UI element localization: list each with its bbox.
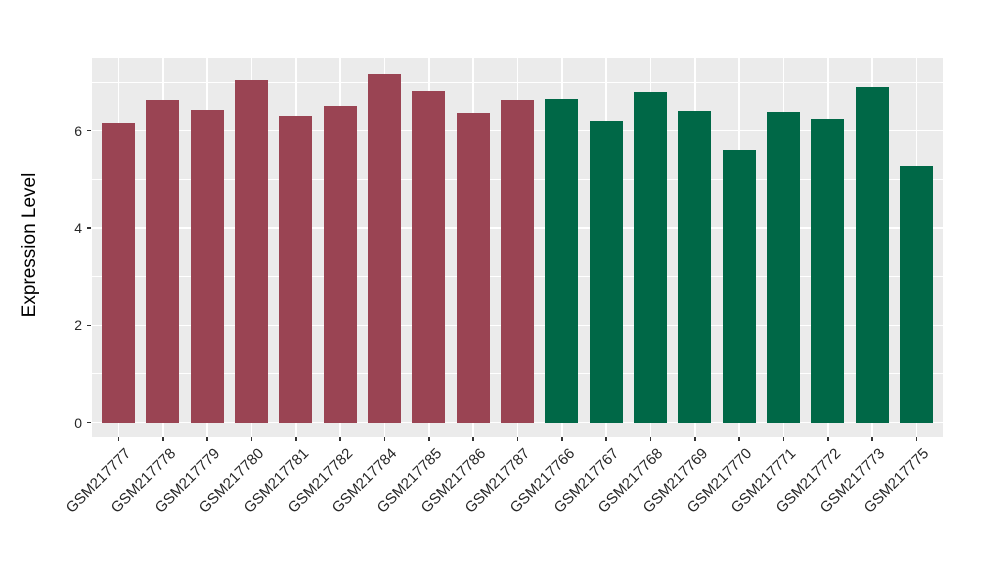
h-gridline-major <box>92 421 943 424</box>
y-tick-mark <box>87 324 91 327</box>
bar-GSM217782 <box>323 105 357 423</box>
bar-GSM217784 <box>368 73 402 423</box>
bar-GSM217766 <box>545 99 579 423</box>
bar-GSM217772 <box>811 119 845 423</box>
x-tick-mark <box>605 437 607 441</box>
bar-GSM217779 <box>190 110 224 423</box>
bar-GSM217781 <box>279 115 313 423</box>
y-tick-label: 4 <box>74 220 82 236</box>
y-axis-title: Expression Level <box>19 172 40 318</box>
bar-GSM217786 <box>456 113 490 423</box>
x-tick-mark <box>694 437 696 441</box>
x-tick-mark <box>738 437 740 441</box>
y-tick-mark <box>87 227 91 229</box>
x-tick-mark <box>339 437 341 441</box>
bar-GSM217768 <box>633 91 667 423</box>
x-tick-mark <box>561 437 563 441</box>
x-tick-mark <box>206 437 208 441</box>
bar-GSM217771 <box>766 111 800 423</box>
x-tick-mark <box>162 437 164 441</box>
x-tick-mark <box>117 437 120 441</box>
h-gridline-minor <box>92 81 943 83</box>
bar-GSM217767 <box>589 121 623 423</box>
bar-GSM217785 <box>412 90 446 423</box>
x-tick-mark <box>871 437 873 441</box>
y-tick-mark <box>87 421 91 424</box>
bar-GSM217787 <box>501 99 534 423</box>
x-tick-mark <box>383 437 386 441</box>
x-tick-mark <box>295 437 297 441</box>
bar-GSM217770 <box>722 150 756 423</box>
bar-GSM217778 <box>146 99 180 423</box>
bar-GSM217773 <box>855 86 889 423</box>
x-tick-mark <box>472 437 474 441</box>
x-tick-mark <box>915 437 918 441</box>
bar-GSM217777 <box>102 123 136 423</box>
x-tick-mark <box>649 437 652 441</box>
y-tick-mark <box>87 129 91 132</box>
y-tick-label: 0 <box>74 414 82 431</box>
bar-GSM217769 <box>678 111 712 423</box>
bar-GSM217775 <box>899 166 933 423</box>
y-tick-label: 2 <box>74 317 82 334</box>
plot-area <box>92 58 943 437</box>
x-tick-mark <box>516 437 519 441</box>
x-tick-mark <box>782 437 785 441</box>
x-tick-mark <box>250 437 253 441</box>
x-tick-mark <box>827 437 829 441</box>
x-tick-mark <box>428 437 430 441</box>
y-tick-label: 6 <box>74 122 82 139</box>
bar-GSM217780 <box>235 80 269 423</box>
